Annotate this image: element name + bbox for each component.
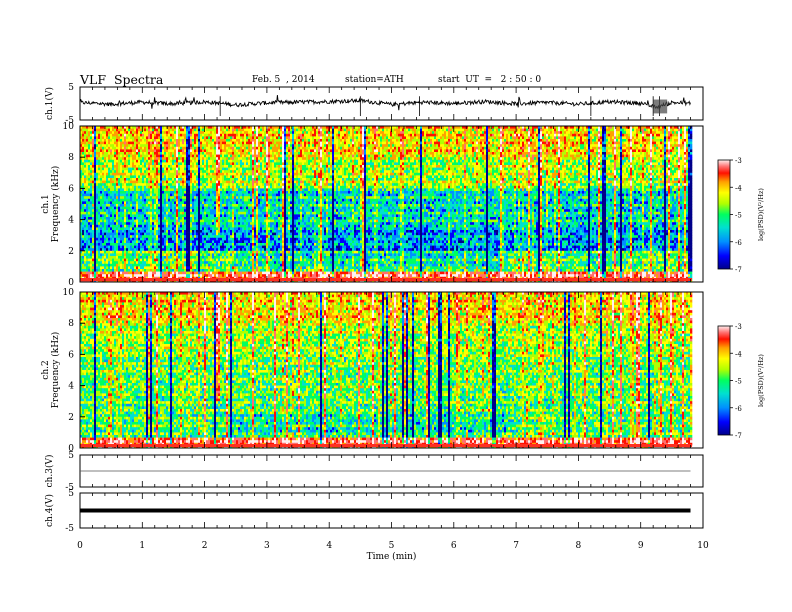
xaxis-label: Time (min) (367, 551, 417, 562)
xaxis-tick-label: 0 (77, 541, 83, 551)
ch1-waveform-ytick-label: 5 (68, 83, 74, 93)
xaxis-tick-label: 1 (139, 541, 145, 551)
ch1-spectrogram-channel-label: ch.1 (41, 194, 51, 213)
xaxis-tick-label: 10 (697, 541, 709, 551)
ch2-spectrogram-cells (80, 292, 692, 448)
xaxis-tick-label: 6 (451, 541, 457, 551)
ch2-spectrogram-colorbar-label: -4 (735, 350, 742, 358)
ch2-spectrogram-ytick-label: 2 (68, 413, 74, 423)
ch1-spectrogram-colorbar-label: -4 (735, 184, 742, 192)
ch2-spectrogram-ylabel: Frequency (kHz) (50, 332, 61, 409)
ch2-spectrogram-colorbar-title: log(PSD)(V²/Hz) (757, 354, 765, 407)
ch1-waveform-trace (80, 95, 691, 110)
ch2-spectrogram-colorbar-label: -7 (735, 432, 742, 440)
ch1-spectrogram-cells (80, 126, 692, 282)
ch1-spectrogram-colorbar-title: log(PSD)(V²/Hz) (757, 188, 765, 241)
ch1-spectrogram-ytick-label: 8 (68, 153, 74, 163)
ch1-spectrogram-colorbar-label: -7 (735, 266, 742, 274)
ch1-spectrogram-ytick-label: 10 (63, 122, 75, 132)
ch1-spectrogram-colorbar-label: -3 (735, 157, 742, 165)
ch2-spectrogram-colorbar (718, 326, 730, 435)
ch2-spectrogram-ytick-label: 4 (68, 382, 74, 392)
xaxis-tick-label: 3 (264, 541, 270, 551)
ch2-spectrogram-ytick-label: 10 (63, 288, 75, 298)
ch3-waveform-ylabel: ch.3(V) (44, 455, 55, 488)
xaxis-tick-label: 4 (326, 541, 332, 551)
ch4-waveform-ytick-label: -5 (65, 524, 74, 534)
ch1-waveform-burst (653, 100, 667, 114)
ch4-waveform-ytick-label: 5 (68, 489, 74, 499)
ch2-spectrogram-colorbar-label: -5 (735, 378, 742, 386)
ch2-spectrogram-colorbar-label: -6 (735, 405, 742, 413)
ch1-spectrogram-ylabel: Frequency (kHz) (50, 166, 61, 243)
ch3-waveform-ytick-label: 5 (68, 451, 74, 461)
ch2-spectrogram-channel-label: ch.2 (41, 360, 51, 379)
ch1-spectrogram-colorbar-label: -5 (735, 212, 742, 220)
ch1-spectrogram-ytick-label: 0 (68, 278, 74, 288)
ch1-spectrogram-ytick-label: 6 (68, 184, 74, 194)
xaxis-tick-label: 7 (513, 541, 519, 551)
vlf-spectra-figure: 5-5ch.1(V)0246810ch.1 Frequency (kHz)-3-4… (0, 0, 792, 612)
ch1-waveform-ylabel: ch.1(V) (44, 87, 55, 120)
ch1-spectrogram-colorbar-label: -6 (735, 239, 742, 247)
ch2-spectrogram-ytick-label: 6 (68, 350, 74, 360)
xaxis-tick-label: 9 (638, 541, 644, 551)
ch2-spectrogram-ytick-label: 8 (68, 319, 74, 329)
ch1-spectrogram-ytick-label: 4 (68, 216, 74, 226)
ch2-spectrogram-colorbar-label: -3 (735, 323, 742, 331)
xaxis-tick-label: 5 (389, 541, 395, 551)
ch1-spectrogram-ytick-label: 2 (68, 247, 74, 257)
ch1-spectrogram-colorbar (718, 160, 730, 269)
xaxis-tick-label: 8 (576, 541, 582, 551)
xaxis-tick-label: 2 (202, 541, 208, 551)
ch4-waveform-ylabel: ch.4(V) (44, 494, 55, 527)
